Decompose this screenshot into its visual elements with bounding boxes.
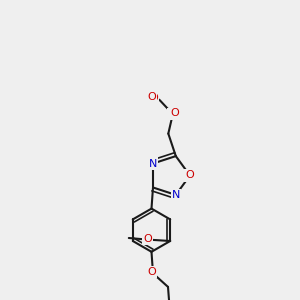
Text: methoxy: methoxy <box>147 95 154 96</box>
Text: O: O <box>143 234 152 244</box>
Text: N: N <box>149 158 157 169</box>
Text: O: O <box>147 92 156 102</box>
Text: O: O <box>170 109 179 118</box>
Text: O: O <box>185 170 194 181</box>
Text: O: O <box>147 267 156 277</box>
Text: O: O <box>149 93 158 103</box>
Text: N: N <box>172 190 180 200</box>
Text: O: O <box>168 109 177 119</box>
